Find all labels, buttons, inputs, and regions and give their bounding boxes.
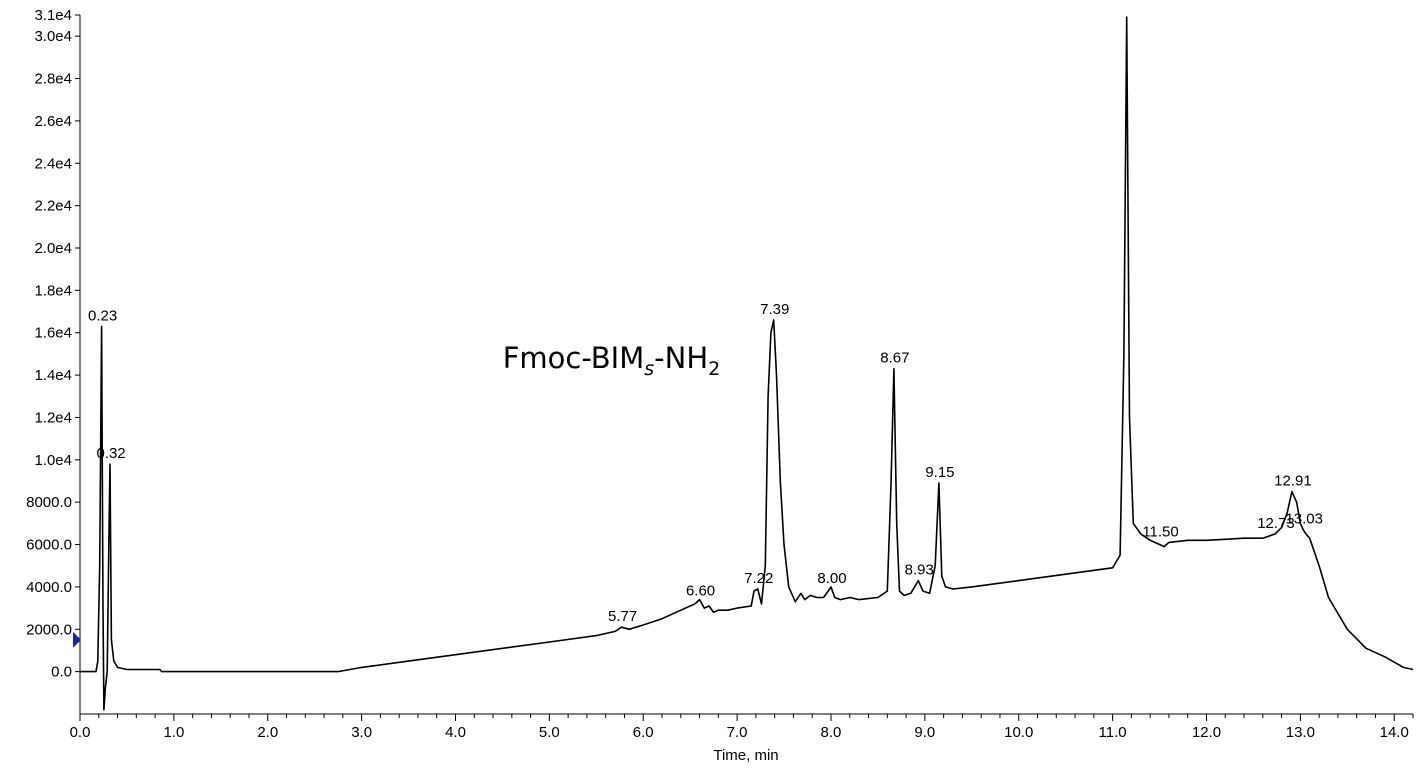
baseline-marker-icon: [73, 631, 81, 648]
peak-label: 7.22: [744, 570, 773, 587]
y-tick-label: 2.8e4: [34, 71, 72, 88]
y-tick-label: 3.0e4: [34, 28, 72, 45]
peak-label: 11.50: [1142, 523, 1178, 540]
y-tick-label: 1.6e4: [34, 325, 72, 342]
x-tick-label: 5.0: [539, 724, 560, 741]
peak-label: 8.00: [817, 570, 846, 587]
x-tick-label: 7.0: [727, 724, 748, 741]
x-tick-label: 13.0: [1286, 724, 1315, 741]
y-tick-label: 2.0e4: [34, 240, 72, 257]
peak-label: 12.73: [1257, 515, 1295, 532]
y-tick-label: 1.8e4: [34, 282, 72, 299]
chromatogram-trace: [80, 16, 1414, 711]
x-tick-label: 9.0: [914, 724, 935, 741]
x-tick-label: 8.0: [821, 724, 842, 741]
y-tick-label: 3.1e4: [34, 7, 72, 24]
y-tick-label: 1.2e4: [34, 409, 72, 426]
y-tick-label: 2.4e4: [34, 155, 72, 172]
x-tick-label: 14.0: [1380, 724, 1409, 741]
peak-label: 6.60: [686, 583, 715, 600]
annotation-mid: -NH: [654, 341, 708, 375]
y-tick-label: 1.0e4: [34, 452, 72, 469]
peak-label: 0.23: [88, 307, 117, 324]
x-tick-label: 0.0: [70, 724, 91, 741]
peak-label: 5.77: [608, 608, 637, 625]
annotation-base: Fmoc-BIM: [503, 341, 645, 375]
x-tick-label: 3.0: [351, 724, 372, 741]
x-ticks: 0.0 1.0 2.0 3.0 4.0 5.0 6.0 7.0 8.0 9.0 10.0 11.0 12…: [70, 714, 1414, 741]
y-tick-label: 2000.0: [26, 621, 72, 638]
x-tick-label: 1.0: [163, 724, 184, 741]
peak-labels: 0.23 0.32 5.77 6.60 7.22 7.39 8.00 8.67 8.93 9.15…: [88, 301, 1323, 625]
y-ticks: 0.0 2000.0 4000.0 6000.0 8000.0 1.0e4 1.2e4 1.4…: [26, 7, 80, 681]
peak-label: 8.67: [880, 350, 909, 367]
y-tick-label: 2.2e4: [34, 198, 72, 215]
y-tick-label: 0.0: [51, 664, 72, 681]
peak-label: 7.39: [760, 301, 789, 318]
peak-label: 0.32: [96, 445, 125, 462]
y-tick-label: 8000.0: [26, 494, 72, 511]
y-tick-label: 6000.0: [26, 537, 72, 554]
x-tick-label: 2.0: [257, 724, 278, 741]
y-tick-label: 4000.0: [26, 579, 72, 596]
x-tick-label: 10.0: [1004, 724, 1033, 741]
axes: [79, 15, 1413, 715]
annotation-subscript-s: s: [644, 358, 654, 380]
x-tick-label: 11.0: [1099, 724, 1127, 741]
peak-label: 13.03: [1285, 511, 1323, 528]
annotation-subscript-2: 2: [708, 358, 720, 380]
peak-label: 9.15: [925, 464, 954, 481]
peak-label: 8.93: [905, 562, 934, 579]
compound-annotation: Fmoc-BIMs-NH2: [503, 341, 721, 380]
y-tick-label: 1.4e4: [34, 367, 72, 384]
x-tick-label: 12.0: [1192, 724, 1221, 741]
peak-label: 12.91: [1274, 473, 1312, 490]
y-tick-label: 2.6e4: [34, 113, 72, 130]
x-axis-title: Time, min: [713, 747, 778, 764]
x-tick-label: 6.0: [633, 724, 654, 741]
x-tick-label: 4.0: [445, 724, 466, 741]
